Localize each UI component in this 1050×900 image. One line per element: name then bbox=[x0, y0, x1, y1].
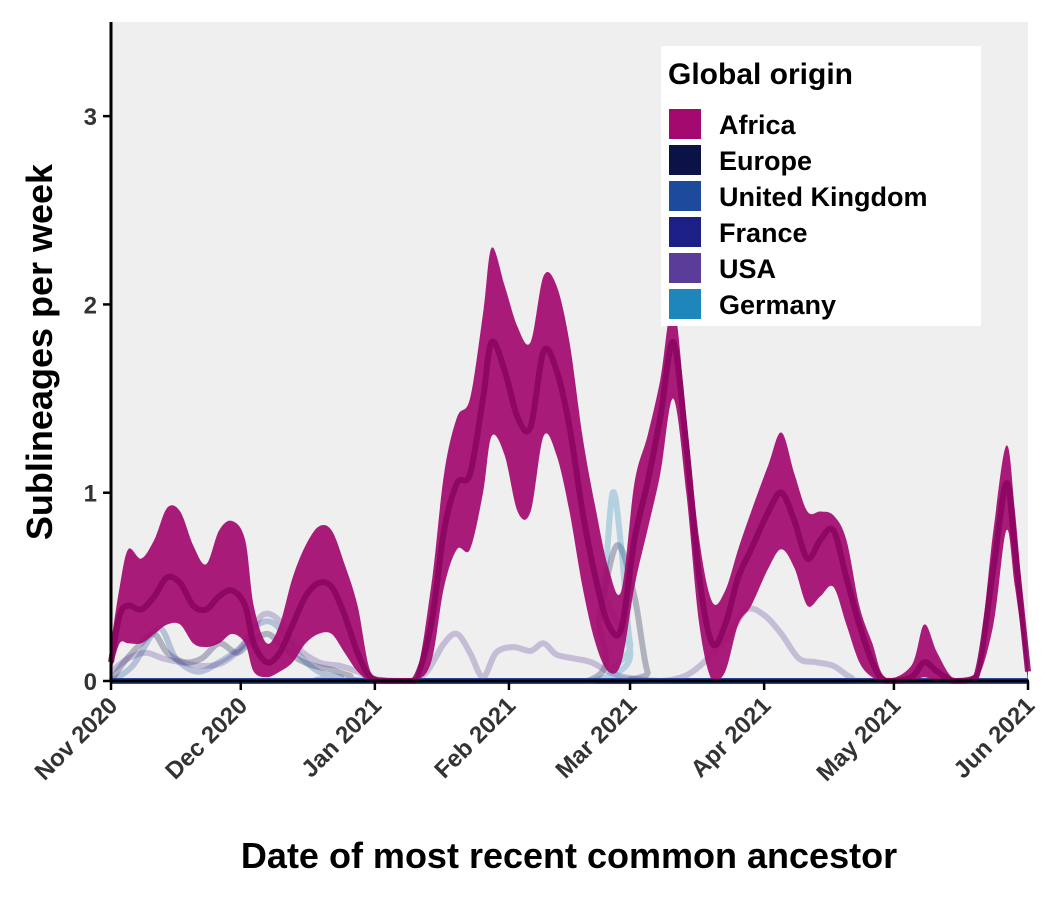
legend-swatch-europe bbox=[667, 143, 703, 177]
legend-swatch-africa bbox=[667, 107, 703, 141]
axes-layer bbox=[109, 22, 1029, 683]
y-tick-label: 2 bbox=[84, 292, 97, 319]
x-tick-label: Feb 2021 bbox=[429, 692, 521, 784]
legend: Global origin Africa Europe United Kingdom… bbox=[661, 46, 981, 326]
y-tick-label: 0 bbox=[84, 669, 97, 696]
legend-swatch-usa bbox=[667, 251, 703, 285]
y-ticks: 0 1 2 3 bbox=[84, 104, 111, 696]
legend-swatch-united-kingdom bbox=[667, 179, 703, 213]
legend-swatch-germany bbox=[667, 287, 703, 321]
legend-background bbox=[661, 46, 981, 326]
legend-label-usa: USA bbox=[719, 254, 776, 284]
series-europe-line bbox=[108, 542, 1028, 685]
series-africa-band bbox=[111, 247, 1028, 681]
legend-label-africa: Africa bbox=[719, 110, 797, 140]
x-tick-label: Jun 2021 bbox=[949, 692, 1041, 784]
x-tick-label: Jan 2021 bbox=[296, 692, 387, 783]
x-tick-label: Apr 2021 bbox=[686, 692, 777, 783]
legend-swatch-france bbox=[667, 215, 703, 249]
x-axis-title: Date of most recent common ancestor bbox=[241, 835, 897, 876]
legend-entries: Africa Europe United Kingdom France USA Germa… bbox=[667, 107, 927, 321]
series-africa-line bbox=[108, 338, 1031, 684]
x-ticks: Nov 2020 Dec 2020 Jan 2021 Feb 2021 Mar 2021… bbox=[30, 681, 1041, 787]
legend-title: Global origin bbox=[668, 58, 853, 91]
x-tick-label: Dec 2020 bbox=[160, 692, 253, 785]
legend-label-germany: Germany bbox=[719, 290, 836, 320]
y-tick-label: 3 bbox=[84, 104, 97, 131]
x-tick-label: May 2021 bbox=[812, 692, 907, 787]
x-tick-label: Nov 2020 bbox=[30, 692, 124, 786]
y-axis-title: Sublineages per week bbox=[19, 163, 60, 540]
legend-label-france: France bbox=[719, 218, 808, 248]
y-tick-label: 1 bbox=[84, 481, 97, 508]
legend-label-united-kingdom: United Kingdom bbox=[719, 182, 927, 212]
x-tick-label: Mar 2021 bbox=[551, 692, 643, 784]
legend-label-europe: Europe bbox=[719, 146, 812, 176]
